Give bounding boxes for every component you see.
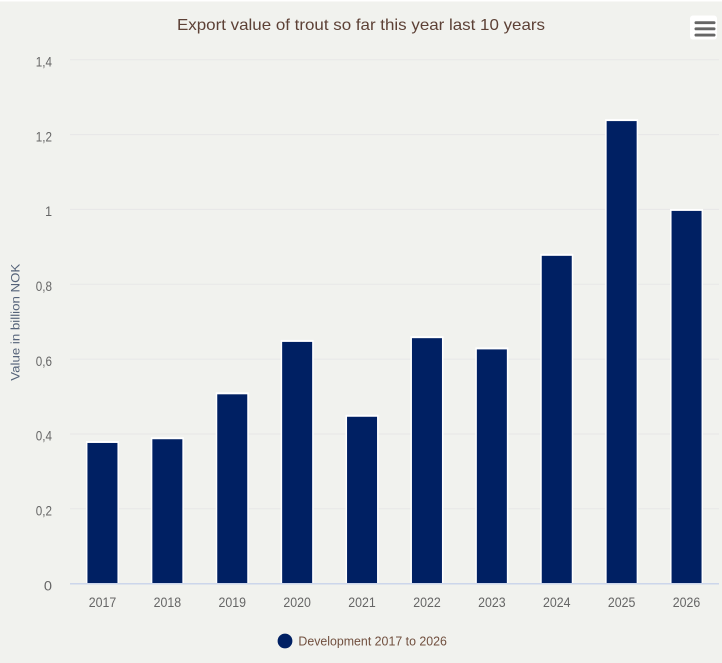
- svg-text:0,4: 0,4: [36, 429, 52, 445]
- svg-text:2017: 2017: [89, 595, 117, 611]
- svg-text:2022: 2022: [413, 595, 441, 611]
- svg-text:Development 2017 to 2026: Development 2017 to 2026: [298, 634, 447, 649]
- svg-text:0: 0: [44, 578, 52, 594]
- svg-text:1,2: 1,2: [36, 129, 52, 145]
- svg-text:2021: 2021: [348, 595, 376, 611]
- svg-text:2026: 2026: [673, 595, 701, 611]
- svg-text:1: 1: [45, 204, 52, 220]
- svg-text:2023: 2023: [478, 595, 506, 611]
- svg-text:Value in billion NOK: Value in billion NOK: [10, 263, 22, 380]
- svg-text:2019: 2019: [219, 595, 247, 611]
- svg-text:0,8: 0,8: [36, 279, 52, 295]
- svg-text:2025: 2025: [608, 595, 636, 611]
- svg-text:2018: 2018: [154, 595, 182, 611]
- svg-text:Export value of trout so far t: Export value of trout so far this year l…: [177, 17, 545, 34]
- svg-text:0,2: 0,2: [36, 504, 52, 520]
- svg-text:2024: 2024: [543, 595, 571, 611]
- svg-text:0,6: 0,6: [36, 354, 52, 370]
- svg-text:1,4: 1,4: [36, 54, 52, 70]
- svg-text:2020: 2020: [283, 595, 311, 611]
